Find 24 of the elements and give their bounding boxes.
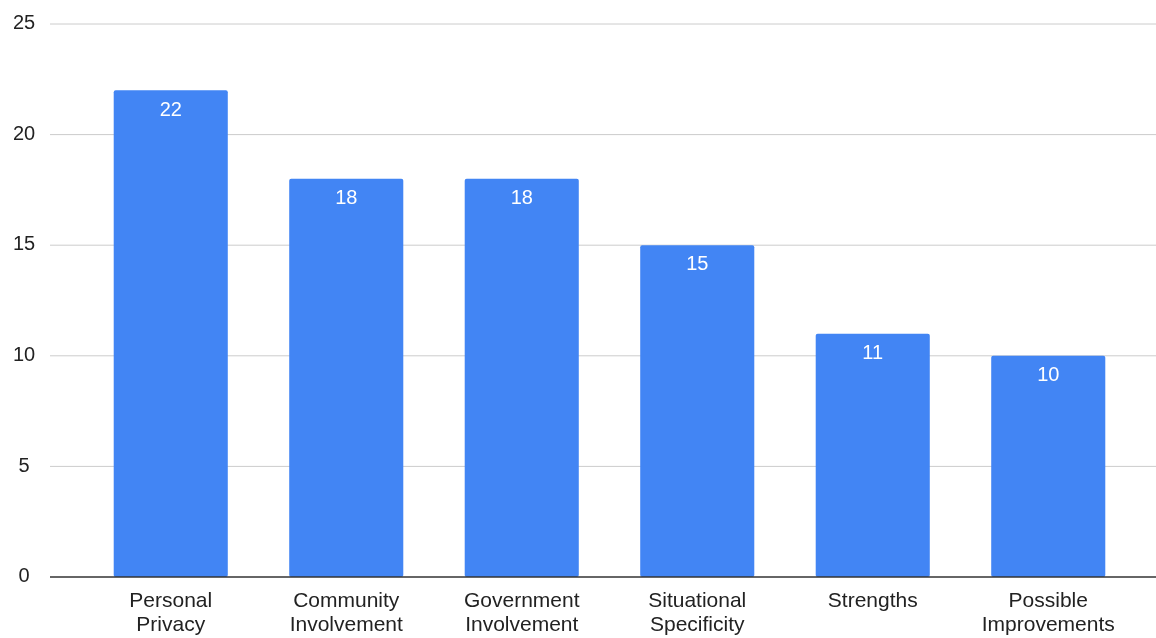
- y-tick-label: 5: [18, 453, 30, 476]
- data-label: 18: [335, 186, 358, 209]
- x-tick-label: Community Involvement: [289, 587, 404, 635]
- data-label: 15: [686, 252, 709, 275]
- x-tick-label: Situational Specificity: [648, 587, 747, 635]
- data-label: 10: [1037, 363, 1060, 386]
- bar: [113, 90, 228, 577]
- bar: [640, 245, 755, 577]
- y-tick-label: 25: [12, 11, 36, 34]
- bar: [815, 333, 930, 577]
- bar: [991, 355, 1106, 577]
- y-tick-label: 0: [18, 564, 30, 587]
- y-tick-label: 10: [12, 343, 36, 366]
- data-label: 22: [159, 97, 182, 120]
- data-label: 11: [862, 340, 884, 363]
- data-label: 18: [510, 186, 533, 209]
- x-tick-label: Possible Improvements: [981, 587, 1115, 635]
- x-tick-label: Personal Privacy: [129, 587, 213, 635]
- y-tick-label: 15: [12, 232, 36, 255]
- bar: [289, 178, 404, 577]
- x-tick-label: Government Involvement: [463, 587, 580, 635]
- y-tick-label: 20: [12, 121, 36, 144]
- x-tick-label: Strengths: [827, 587, 918, 611]
- bar: [464, 178, 579, 577]
